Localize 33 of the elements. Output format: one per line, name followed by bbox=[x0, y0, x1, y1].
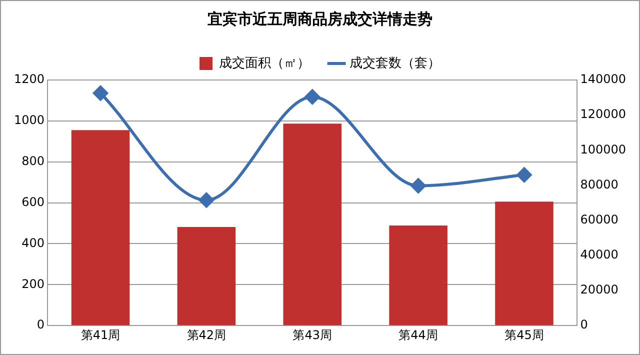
x-tick-label: 第42周 bbox=[186, 328, 226, 342]
x-tick-label: 第44周 bbox=[398, 328, 438, 342]
bar bbox=[177, 226, 236, 326]
y2-tick-label: 60000 bbox=[580, 212, 618, 226]
x-tick-label: 第45周 bbox=[504, 328, 544, 342]
y-tick-label: 1000 bbox=[14, 113, 45, 128]
y2-tick-label: 80000 bbox=[580, 177, 618, 192]
y2-tick-label: 100000 bbox=[580, 142, 626, 156]
y-tick-label: 400 bbox=[22, 236, 45, 250]
y-tick-label: 800 bbox=[22, 154, 45, 168]
bar bbox=[71, 130, 130, 326]
bar bbox=[495, 202, 554, 326]
point bbox=[198, 192, 214, 208]
y-tick-label: 200 bbox=[22, 276, 45, 291]
bar bbox=[389, 226, 448, 326]
y2-tick-label: 120000 bbox=[580, 107, 626, 122]
point bbox=[304, 89, 320, 104]
chart-title: 宜宾市近五周商品房成交详情走势 bbox=[208, 10, 432, 28]
x-tick-label: 第43周 bbox=[292, 328, 332, 342]
point bbox=[410, 178, 426, 194]
y-tick-label: 600 bbox=[22, 194, 45, 209]
point bbox=[93, 86, 108, 101]
x-tick-label: 第41周 bbox=[80, 328, 120, 342]
y2-tick-label: 20000 bbox=[580, 282, 618, 297]
bar bbox=[283, 124, 342, 326]
y-tick-label: 0 bbox=[36, 318, 45, 332]
point bbox=[516, 167, 532, 182]
y2-tick-label: 0 bbox=[580, 318, 588, 332]
legend-label: 成交套数（套） bbox=[350, 54, 440, 71]
y2-tick-label: 140000 bbox=[580, 72, 626, 86]
legend-label: 成交面积（㎡） bbox=[219, 54, 310, 71]
y2-tick-label: 40000 bbox=[580, 248, 618, 262]
y-tick-label: 1200 bbox=[14, 72, 45, 86]
